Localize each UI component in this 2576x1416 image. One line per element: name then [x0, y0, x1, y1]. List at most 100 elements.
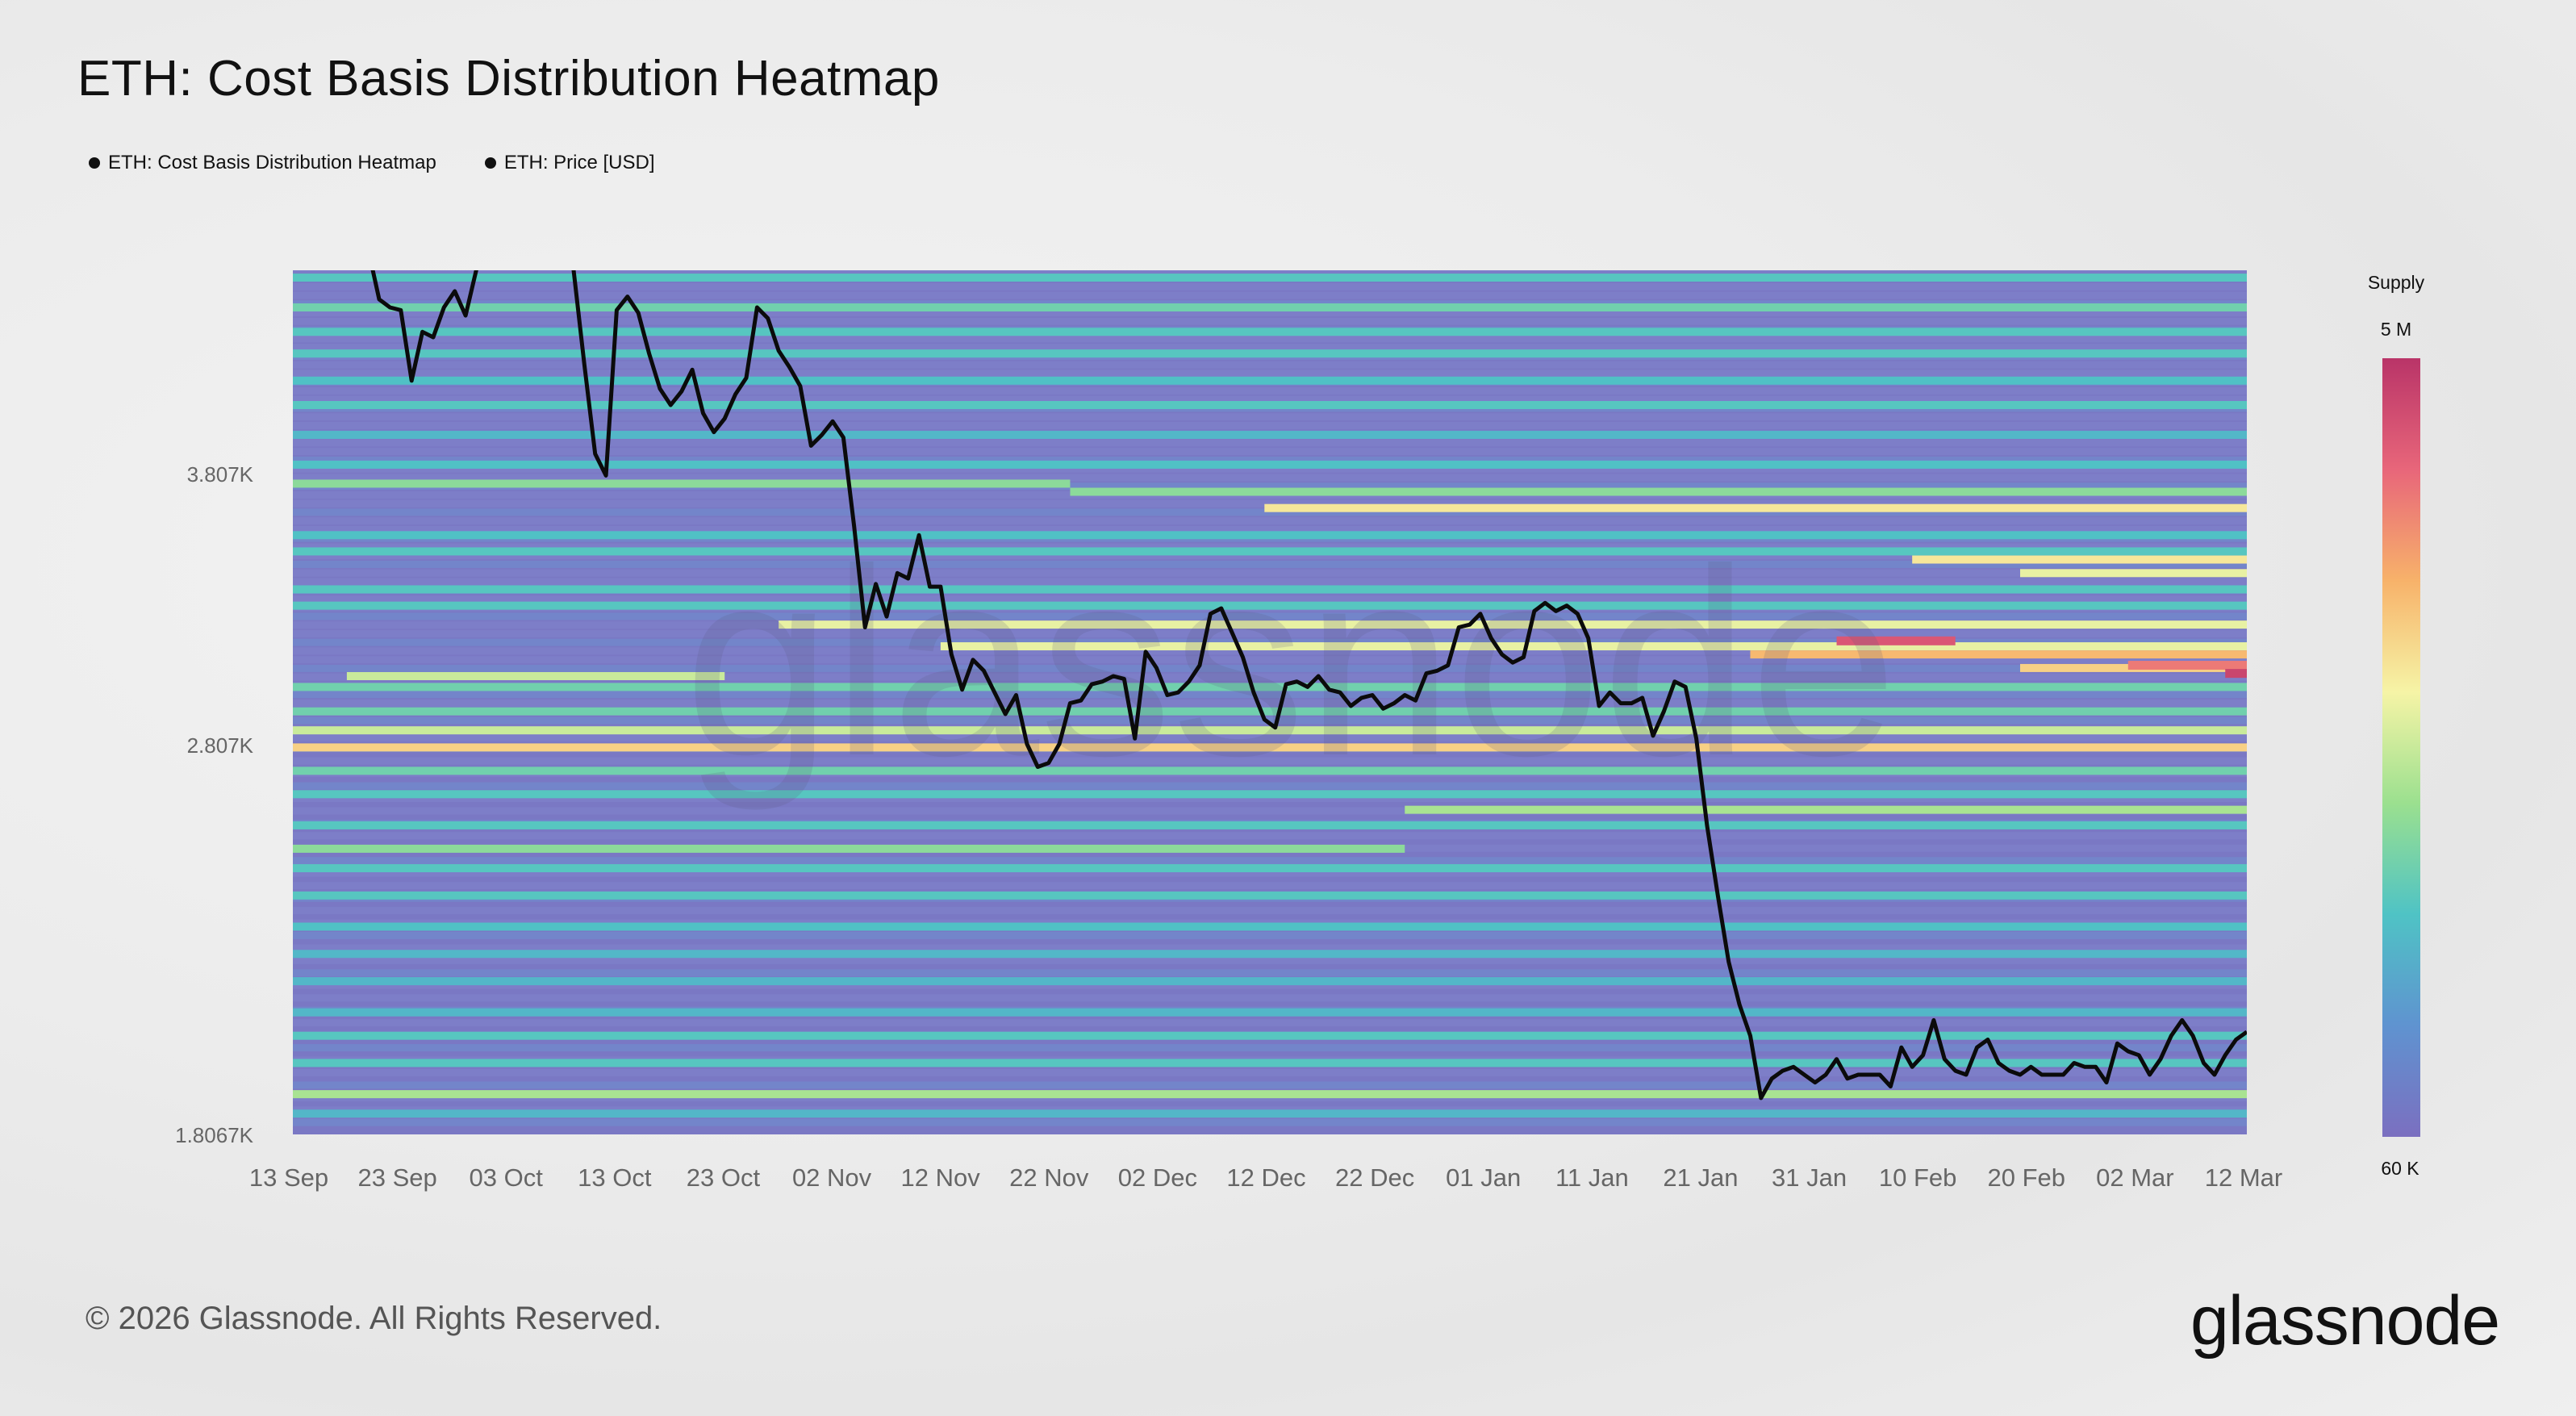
x-tick-label: 20 Feb: [1988, 1163, 2066, 1192]
heatmap-background-stripe: [293, 249, 2247, 256]
heatmap-supply-highlight: [1836, 636, 1956, 645]
heatmap-supply-band: [293, 821, 2247, 829]
heatmap-supply-band: [1912, 555, 2247, 564]
heatmap-supply-band: [293, 1090, 2247, 1099]
heatmap-background-stripe: [293, 344, 2247, 352]
legend-dot-icon: [484, 157, 496, 169]
supply-band-layer: [293, 223, 2247, 1126]
heatmap-supply-band: [2019, 569, 2247, 578]
price-line: [370, 270, 2247, 1101]
watermark-text: glassnode: [684, 513, 1898, 812]
x-tick-label: 02 Mar: [2096, 1163, 2173, 1192]
heatmap-background-stripe: [293, 231, 2247, 238]
heatmap-background-stripe: [293, 335, 2247, 343]
heatmap-background-stripe: [293, 421, 2247, 429]
x-tick-label: 12 Dec: [1226, 1163, 1305, 1192]
heatmap-background-stripe: [293, 257, 2247, 265]
heatmap-background-stripe: [293, 647, 2247, 655]
colorbar: [2382, 358, 2420, 1137]
heatmap-background-stripe: [293, 664, 2247, 672]
legend-item-heatmap[interactable]: ETH: Cost Basis Distribution Heatmap: [89, 152, 436, 174]
heatmap-background-stripe: [293, 465, 2247, 473]
heatmap-supply-band: [293, 349, 2247, 358]
x-axis-ticks: 13 Sep 23 Sep 03 Oct 13 Oct 23 Oct 02 Nov 12 N…: [249, 1163, 2282, 1192]
heatmap-background-stripe: [293, 944, 2247, 952]
heatmap-background-stripe: [293, 956, 2247, 964]
y-tick-label: 3.807K: [187, 462, 254, 487]
colorbar-max-label: 5 M: [2381, 319, 2411, 340]
heatmap-background-stripe: [293, 569, 2247, 577]
heatmap-supply-band: [293, 743, 2247, 752]
heatmap-background-stripe: [293, 656, 2247, 664]
heatmap-background-stripe: [293, 223, 2247, 230]
heatmap-supply-band: [293, 922, 2247, 931]
heatmap-background-stripe: [293, 395, 2247, 403]
heatmap-background-stripe: [293, 370, 2247, 378]
price-line-layer: [370, 270, 2247, 1101]
heatmap-background-stripe: [293, 1044, 2247, 1052]
y-axis-ticks: 3.807K 2.807K 1.8067K: [175, 462, 254, 1147]
legend-label-heatmap: ETH: Cost Basis Distribution Heatmap: [108, 152, 436, 173]
heatmap-background-stripe: [293, 907, 2247, 915]
heatmap-background-stripe: [293, 795, 2247, 803]
heatmap-background-stripe: [293, 807, 2247, 815]
x-tick-label: 11 Jan: [1555, 1163, 1629, 1192]
x-tick-label: 13 Sep: [249, 1163, 328, 1192]
heatmap-supply-band: [293, 864, 2247, 873]
heatmap-background-stripe: [293, 757, 2247, 765]
heatmap-background-stripe: [293, 240, 2247, 247]
heatmap-supply-band: [1405, 805, 2247, 814]
heatmap-supply-band: [1070, 487, 2247, 496]
x-tick-label: 02 Dec: [1118, 1163, 1197, 1192]
heatmap-background-stripe: [293, 733, 2247, 741]
heatmap-background-stripe: [293, 560, 2247, 568]
heatmap-background-stripe: [293, 309, 2247, 317]
x-tick-label: 03 Oct: [470, 1163, 544, 1192]
heatmap-background-stripe: [293, 386, 2247, 395]
colorbar-title: Supply: [2368, 272, 2425, 293]
copyright-text: © 2026 Glassnode. All Rights Reserved.: [86, 1301, 662, 1336]
heatmap-supply-band: [293, 1008, 2247, 1017]
heatmap-background-stripe: [293, 291, 2247, 299]
y-tick-label: 1.8067K: [175, 1123, 254, 1147]
heatmap-background-stripe: [293, 981, 2247, 989]
heatmap-background-stripe: [293, 595, 2247, 603]
legend-label-price: ETH: Price [USD]: [503, 152, 655, 173]
x-tick-label: 23 Oct: [687, 1163, 761, 1192]
heatmap-background-stripe: [293, 361, 2247, 369]
heatmap-background-stripe: [293, 1019, 2247, 1027]
heatmap-supply-band: [293, 790, 2247, 799]
legend-item-price[interactable]: ETH: Price [USD]: [484, 152, 655, 174]
colorbar-min-label: 60 K: [2381, 1158, 2419, 1179]
heatmap-background-stripe: [293, 482, 2247, 491]
x-tick-label: 21 Jan: [1663, 1163, 1738, 1192]
heatmap-background-stripe: [293, 448, 2247, 456]
heatmap-background-stripe: [293, 716, 2247, 725]
heatmap-background-stripe: [293, 282, 2247, 290]
heatmap-supply-band: [293, 891, 2247, 900]
heatmap-background-stripe: [293, 413, 2247, 421]
y-tick-label: 2.807K: [187, 733, 254, 758]
heatmap-background-stripe: [293, 552, 2247, 560]
heatmap-background-stripe: [293, 931, 2247, 939]
heatmap-supply-band: [1264, 503, 2247, 512]
heatmap-background-stripe: [293, 994, 2247, 1002]
heatmap-supply-band: [293, 766, 2247, 775]
heatmap-supply-band: [293, 601, 2247, 610]
x-tick-label: 23 Sep: [357, 1163, 436, 1192]
heatmap-background-stripe: [293, 439, 2247, 447]
heatmap-background-stripe: [293, 456, 2247, 464]
heatmap-background-stripe: [293, 969, 2247, 977]
x-tick-label: 13 Oct: [578, 1163, 652, 1192]
heatmap-supply-band: [293, 585, 2247, 594]
heatmap-supply-band: [293, 844, 1405, 853]
heatmap-supply-band: [293, 376, 2247, 385]
x-tick-label: 02 Nov: [792, 1163, 872, 1192]
heatmap-supply-band: [293, 1109, 2247, 1118]
heatmap-supply-band: [293, 726, 2247, 735]
heatmap-background-stripe: [293, 832, 2247, 840]
heatmap-background-stripe: [293, 525, 2247, 533]
heatmap-background-stripe: [293, 517, 2247, 525]
heatmap-background-stripe: [293, 882, 2247, 890]
